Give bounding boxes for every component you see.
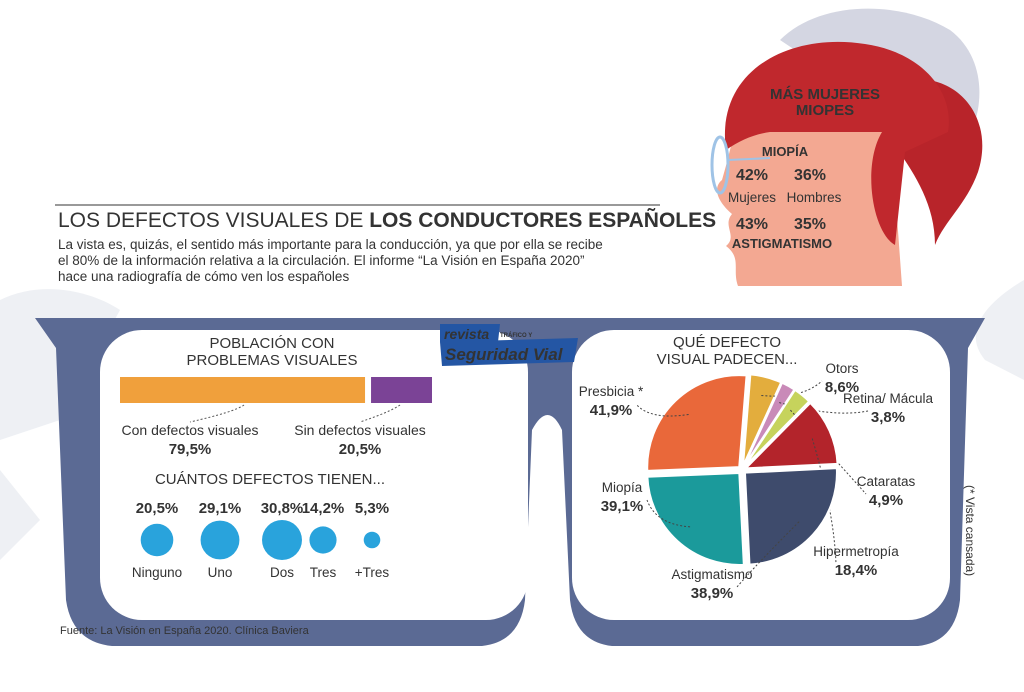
- logo-top: revista: [444, 326, 489, 342]
- logo-main: Seguridad Vial: [445, 345, 564, 364]
- leader-line: [811, 438, 837, 565]
- bg-shape: [975, 280, 1024, 380]
- pie-slice: [742, 373, 783, 467]
- value-label: 18,4%: [835, 562, 878, 579]
- value-label: 43%: [736, 216, 768, 233]
- category-label: Cataratas: [857, 474, 916, 489]
- chart-title: QUÉ DEFECTO: [673, 334, 781, 351]
- category-label: Otors: [825, 361, 858, 376]
- bg-shape: [0, 470, 40, 560]
- chart-title: VISUAL PADECEN...: [657, 351, 798, 368]
- chart-title: CUÁNTOS DEFECTOS TIENEN...: [155, 471, 385, 488]
- intro-line: hace una radiografía de cómo ven los esp…: [58, 269, 349, 284]
- title: LOS DEFECTOS VISUALES DE LOS CONDUCTORES…: [58, 209, 716, 232]
- value-label: 14,2%: [302, 500, 345, 517]
- pie-slice: [646, 374, 748, 472]
- leader-line: [646, 499, 691, 528]
- bar: [120, 377, 366, 403]
- logo-small: TRÁFICO Y: [500, 332, 532, 339]
- glasses-lens: [710, 135, 730, 195]
- value-label: 42%: [736, 167, 768, 184]
- chart-title: PROBLEMAS VISUALES: [187, 352, 358, 369]
- category-label: Mujeres: [728, 190, 776, 205]
- source: Fuente: La Visión en España 2020. Clínic…: [60, 625, 310, 637]
- logo: revista TRÁFICO Y Seguridad Vial: [440, 324, 578, 366]
- value-label: 35%: [794, 216, 826, 233]
- category-label: Sin defectos visuales: [294, 422, 426, 438]
- value-label: 20,5%: [136, 500, 179, 517]
- woman-illustration: [710, 41, 983, 286]
- category-label: +Tres: [355, 565, 390, 580]
- category-label: Miopía: [602, 480, 643, 495]
- bubble: [140, 523, 174, 557]
- pie-slice: [743, 401, 839, 470]
- intro-line: el 80% de la información relativa a la c…: [58, 253, 585, 268]
- logo-box: [440, 338, 578, 366]
- value-label: 39,1%: [601, 498, 644, 515]
- category-label: Hipermetropía: [813, 544, 899, 559]
- bubble: [309, 526, 337, 554]
- pie-slice: [743, 467, 838, 566]
- series-name: ASTIGMATISMO: [732, 236, 832, 251]
- value-label: 5,3%: [355, 500, 389, 517]
- category-label: Con defectos visuales: [122, 422, 259, 438]
- value-label: 30,8%: [261, 500, 304, 517]
- face: [717, 120, 902, 286]
- chart-title: MÁS MUJERES: [770, 86, 880, 103]
- chart-title: POBLACIÓN CON: [209, 335, 334, 352]
- note: (* Vista cansada): [963, 485, 977, 576]
- bar: [371, 377, 432, 403]
- category-label: Astigmatismo: [671, 567, 752, 582]
- value-label: 4,9%: [869, 492, 903, 509]
- pie-slice: [743, 388, 811, 468]
- bubble: [200, 520, 240, 560]
- value-label: 41,9%: [590, 402, 633, 419]
- pie-slice: [646, 471, 745, 566]
- category-label: Presbicia *: [579, 384, 644, 399]
- value-label: 8,6%: [825, 379, 859, 396]
- chart-title: MIOPES: [796, 102, 854, 119]
- title-bold: LOS CONDUCTORES ESPAÑOLES: [369, 209, 716, 232]
- category-label: Tres: [310, 565, 337, 580]
- glasses-arm: [727, 157, 771, 161]
- category-label: Uno: [208, 565, 233, 580]
- bubble: [363, 531, 381, 549]
- value-label: 36%: [794, 167, 826, 184]
- category-label: Ninguno: [132, 565, 182, 580]
- category-label: Hombres: [787, 190, 842, 205]
- leader-line: [736, 521, 800, 588]
- category-label: Dos: [270, 565, 294, 580]
- value-label: 20,5%: [339, 441, 382, 458]
- intro-line: La vista es, quizás, el sentido más impo…: [58, 237, 603, 252]
- logo-box: [440, 324, 500, 342]
- title-light: LOS DEFECTOS VISUALES DE: [58, 209, 363, 232]
- value-label: 29,1%: [199, 500, 242, 517]
- leader-line: [359, 404, 401, 423]
- category-label: Retina/ Mácula: [843, 391, 934, 406]
- value-label: 38,9%: [691, 585, 734, 602]
- bubble: [262, 520, 302, 560]
- leader-line: [635, 403, 689, 417]
- value-label: 3,8%: [871, 409, 905, 426]
- hair: [724, 41, 949, 245]
- value-label: 79,5%: [169, 441, 212, 458]
- series-name: MIOPÍA: [762, 144, 809, 159]
- leader-line: [189, 404, 245, 423]
